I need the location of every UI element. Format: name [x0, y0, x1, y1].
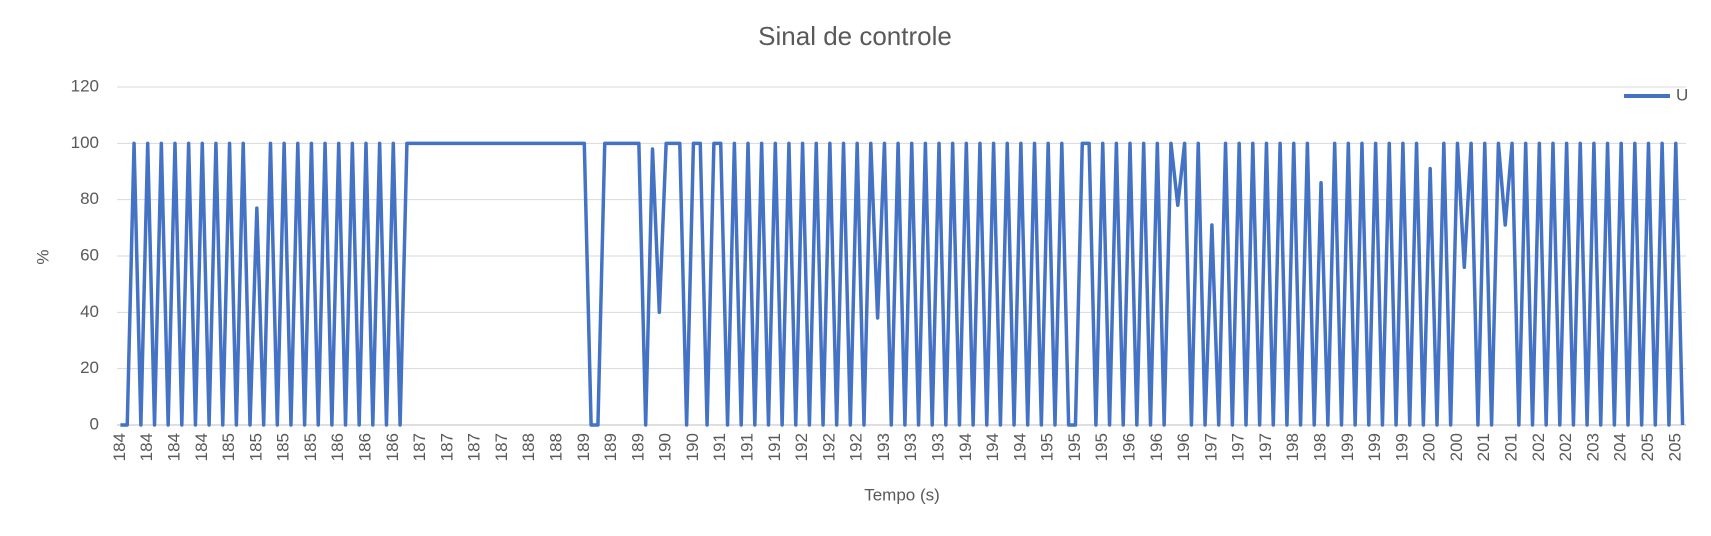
x-tick-label: 205 — [1665, 433, 1684, 461]
x-tick-label: 195 — [1038, 433, 1057, 461]
x-tick-label: 184 — [164, 433, 183, 461]
x-tick-label: 191 — [765, 433, 784, 461]
x-tick-label: 198 — [1283, 433, 1302, 461]
x-tick-label: 196 — [1174, 433, 1193, 461]
y-tick-label: 40 — [80, 302, 99, 321]
x-tick-label: 192 — [819, 433, 838, 461]
x-tick-label: 194 — [983, 433, 1002, 461]
x-tick-label: 188 — [519, 433, 538, 461]
x-tick-label: 186 — [383, 433, 402, 461]
x-tick-label: 200 — [1447, 433, 1466, 461]
x-tick-label: 196 — [1120, 433, 1139, 461]
x-tick-label: 194 — [956, 433, 975, 461]
x-tick-label: 186 — [355, 433, 374, 461]
x-tick-label: 191 — [710, 433, 729, 461]
x-tick-label: 192 — [792, 433, 811, 461]
x-tick-label: 189 — [601, 433, 620, 461]
x-tick-label: 205 — [1638, 433, 1657, 461]
y-axis-title: % — [33, 249, 52, 264]
x-tick-label: 185 — [246, 433, 265, 461]
x-tick-label: 197 — [1256, 433, 1275, 461]
x-tick-label: 184 — [137, 433, 156, 461]
chart-title: Sinal de controle — [758, 21, 952, 51]
x-tick-label: 185 — [301, 433, 320, 461]
x-tick-label: 204 — [1611, 433, 1630, 461]
x-tick-label: 198 — [1311, 433, 1330, 461]
x-tick-label: 185 — [219, 433, 238, 461]
x-tick-label: 190 — [656, 433, 675, 461]
x-tick-label: 190 — [683, 433, 702, 461]
x-tick-label: 199 — [1392, 433, 1411, 461]
x-tick-label: 186 — [328, 433, 347, 461]
x-tick-label: 195 — [1092, 433, 1111, 461]
y-tick-label: 80 — [80, 189, 99, 208]
x-tick-label: 187 — [437, 433, 456, 461]
x-axis-title: Tempo (s) — [864, 485, 940, 504]
x-tick-label: 203 — [1583, 433, 1602, 461]
x-tick-label: 185 — [274, 433, 293, 461]
x-tick-label: 192 — [847, 433, 866, 461]
x-tick-label: 197 — [1201, 433, 1220, 461]
x-tick-label: 196 — [1147, 433, 1166, 461]
x-tick-label: 197 — [1229, 433, 1248, 461]
x-tick-label: 189 — [574, 433, 593, 461]
x-tick-label: 184 — [110, 433, 129, 461]
x-tick-label: 201 — [1502, 433, 1521, 461]
x-tick-label: 202 — [1529, 433, 1548, 461]
x-tick-label: 193 — [874, 433, 893, 461]
x-tick-label: 194 — [1010, 433, 1029, 461]
y-tick-label: 0 — [90, 414, 99, 433]
x-tick-label: 193 — [929, 433, 948, 461]
x-tick-label: 193 — [901, 433, 920, 461]
legend-label: U — [1676, 85, 1688, 104]
x-tick-label: 195 — [1065, 433, 1084, 461]
x-tick-label: 187 — [465, 433, 484, 461]
x-tick-label: 200 — [1420, 433, 1439, 461]
x-tick-label: 187 — [492, 433, 511, 461]
y-tick-label: 100 — [71, 133, 99, 152]
x-tick-label: 202 — [1556, 433, 1575, 461]
x-tick-label: 184 — [192, 433, 211, 461]
x-tick-label: 201 — [1474, 433, 1493, 461]
x-tick-label: 189 — [628, 433, 647, 461]
x-tick-label: 188 — [546, 433, 565, 461]
x-tick-label: 187 — [410, 433, 429, 461]
y-tick-label: 120 — [71, 76, 99, 95]
y-tick-label: 60 — [80, 245, 99, 264]
x-tick-label: 199 — [1338, 433, 1357, 461]
data-line — [120, 141, 1685, 427]
y-tick-label: 20 — [80, 358, 99, 377]
x-tick-label: 191 — [737, 433, 756, 461]
x-tick-label: 199 — [1365, 433, 1384, 461]
